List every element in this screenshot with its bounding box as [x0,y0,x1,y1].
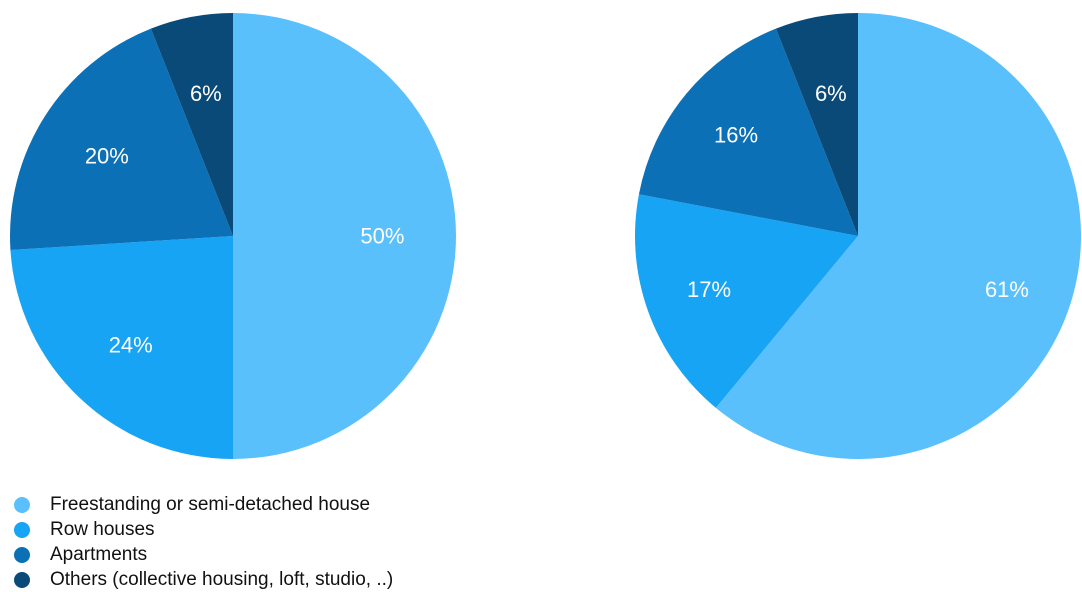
legend: Freestanding or semi-detached house Row … [14,492,393,592]
pie-right-label-freestanding: 61% [985,277,1029,302]
legend-item-others: Others (collective housing, loft, studio… [14,567,393,592]
pie-right-slice-row-houses [635,194,858,408]
pie-right-slice-freestanding [715,13,1081,459]
legend-label: Freestanding or semi-detached house [50,493,371,515]
pie-left-slice-row-houses [10,236,234,459]
legend-swatch [14,546,30,563]
pie-left-slice-others [150,13,233,236]
pie-right-label-apartments: 16% [714,123,758,148]
pie-left-label-others: 6% [190,81,222,106]
legend-item-apartments: Apartments [14,542,393,567]
pie-left-slice-apartments [10,28,233,251]
pie-right-slice-apartments [638,28,858,236]
legend-label: Others (collective housing, loft, studio… [50,568,394,590]
legend-swatch [14,496,30,513]
pie-left-slice-freestanding [233,13,456,459]
legend-label: Row houses [50,518,155,540]
legend-label: Apartments [50,543,148,565]
pie-right-slice-others [775,13,858,236]
pie-left-label-row-houses: 24% [109,332,153,357]
legend-swatch [14,521,30,538]
pie-left-label-freestanding: 50% [360,224,404,249]
pie-right-label-others: 6% [815,81,847,106]
pie-left-label-apartments: 20% [85,143,129,168]
legend-swatch [14,571,30,588]
legend-item-freestanding: Freestanding or semi-detached house [14,492,393,517]
legend-item-row-houses: Row houses [14,517,393,542]
pie-right-label-row-houses: 17% [687,277,731,302]
pie-chart-left: 50% 24% 20% 6% [10,13,456,459]
pie-chart-right: 61% 17% 16% 6% [635,13,1081,459]
